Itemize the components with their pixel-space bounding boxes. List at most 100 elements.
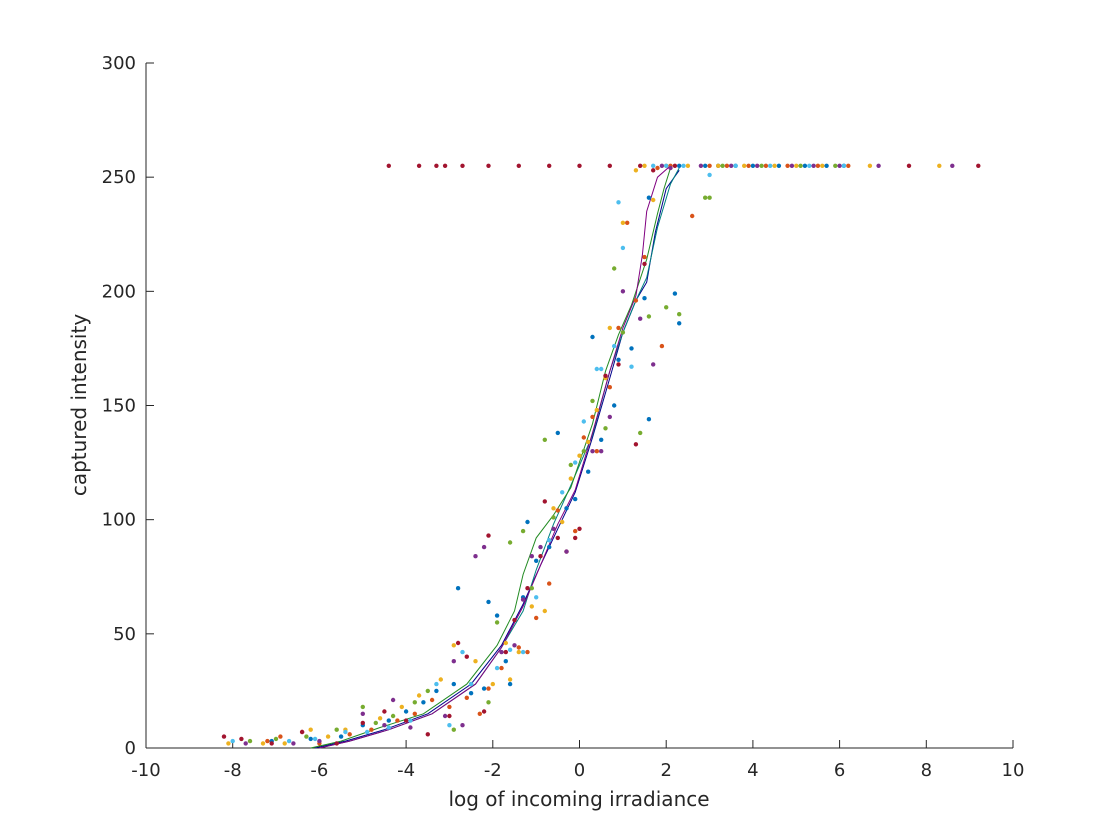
data-point-series-4 <box>291 741 296 746</box>
data-point-series-6 <box>573 460 578 465</box>
data-point-series-1 <box>555 430 560 436</box>
data-point-series-5 <box>304 734 309 739</box>
data-point-series-4 <box>512 643 517 648</box>
data-point-series-2 <box>642 254 647 260</box>
data-point-series-4 <box>538 544 543 550</box>
data-point-series-4 <box>837 163 842 168</box>
data-point-series-4 <box>638 316 643 321</box>
data-point-series-5 <box>520 528 526 534</box>
data-point-series-3 <box>438 677 443 682</box>
data-point-series-3 <box>820 163 825 168</box>
data-point-series-5 <box>360 704 365 710</box>
y-tick-label: 100 <box>102 510 136 531</box>
data-point-series-7 <box>334 741 339 746</box>
data-point-series-1 <box>421 700 426 705</box>
data-point-series-1 <box>451 681 456 687</box>
data-point-series-3 <box>451 643 456 648</box>
data-point-series-2 <box>477 711 482 716</box>
data-point-series-6 <box>733 163 738 168</box>
data-point-series-1 <box>590 334 595 340</box>
data-point-series-3 <box>282 741 287 746</box>
data-point-series-6 <box>364 729 370 735</box>
data-point-series-6 <box>612 343 617 349</box>
data-point-series-4 <box>755 163 760 168</box>
data-point-series-7 <box>486 163 491 168</box>
data-point-series-6 <box>520 649 526 655</box>
data-point-series-4 <box>382 723 387 728</box>
data-point-series-1 <box>646 417 652 422</box>
data-points <box>221 163 981 746</box>
data-point-series-3 <box>577 453 582 458</box>
data-point-series-7 <box>512 617 517 623</box>
data-point-series-2 <box>412 711 417 716</box>
data-point-series-5 <box>494 620 500 625</box>
fitted-curves <box>310 165 680 749</box>
data-point-series-7 <box>577 163 582 168</box>
data-point-series-3 <box>226 741 231 746</box>
data-point-series-6 <box>841 163 847 168</box>
data-point-series-6 <box>230 738 235 744</box>
data-point-series-2 <box>347 732 352 737</box>
data-point-series-2 <box>659 343 665 349</box>
data-point-series-3 <box>503 640 508 646</box>
data-point-series-7 <box>269 741 274 746</box>
data-point-series-1 <box>494 613 500 618</box>
data-point-series-7 <box>616 362 621 367</box>
data-point-series-7 <box>503 649 508 655</box>
y-tick-label: 250 <box>102 167 136 188</box>
data-point-series-1 <box>586 469 591 474</box>
data-point-series-1 <box>434 688 439 694</box>
data-point-series-6 <box>681 163 686 168</box>
data-point-series-2 <box>534 615 539 621</box>
x-tick-label: 8 <box>921 760 932 781</box>
y-axis-label: captured intensity <box>67 314 91 496</box>
data-point-series-7 <box>486 533 491 538</box>
data-point-series-1 <box>338 734 344 739</box>
data-point-series-6 <box>312 736 318 742</box>
data-point-series-4 <box>529 554 534 559</box>
data-point-series-4 <box>564 549 569 554</box>
data-point-series-1 <box>455 586 461 591</box>
data-point-series-3 <box>473 659 478 664</box>
data-point-series-2 <box>447 704 452 710</box>
data-point-series-2 <box>581 435 586 440</box>
data-point-series-4 <box>442 713 448 719</box>
data-point-series-7 <box>525 586 530 591</box>
data-point-series-3 <box>507 677 513 682</box>
data-point-series-3 <box>377 716 383 721</box>
data-point-series-5 <box>551 515 556 520</box>
data-point-series-6 <box>560 490 565 495</box>
x-axis-label: log of incoming irradiance <box>448 787 709 811</box>
data-point-series-1 <box>386 718 391 723</box>
data-point-series-6 <box>434 681 439 687</box>
data-point-series-5 <box>646 314 652 319</box>
data-point-series-7 <box>360 720 365 726</box>
response-curve-2 <box>319 167 680 749</box>
data-point-series-2 <box>724 163 730 168</box>
data-point-series-5 <box>759 163 764 168</box>
y-tick-label: 150 <box>102 396 136 417</box>
data-point-series-5 <box>529 586 534 591</box>
data-point-series-6 <box>599 366 604 372</box>
data-point-series-1 <box>677 321 682 326</box>
y-tick-label: 50 <box>113 624 136 645</box>
data-point-series-2 <box>633 298 639 303</box>
data-point-series-6 <box>494 665 500 671</box>
data-point-series-1 <box>564 506 569 511</box>
data-point-series-3 <box>551 506 556 511</box>
data-point-series-3 <box>742 163 747 168</box>
data-point-series-1 <box>486 599 491 605</box>
data-point-series-7 <box>425 732 430 737</box>
data-point-series-2 <box>846 163 851 168</box>
data-point-series-5 <box>664 305 669 310</box>
data-point-series-7 <box>651 168 656 173</box>
data-point-series-3 <box>529 604 534 609</box>
data-point-series-5 <box>247 738 253 744</box>
data-point-series-1 <box>750 163 756 168</box>
data-point-series-7 <box>221 734 227 739</box>
data-point-series-3 <box>568 476 573 481</box>
data-point-series-6 <box>460 649 465 655</box>
data-point-series-3 <box>516 649 521 655</box>
data-point-series-4 <box>360 711 365 716</box>
